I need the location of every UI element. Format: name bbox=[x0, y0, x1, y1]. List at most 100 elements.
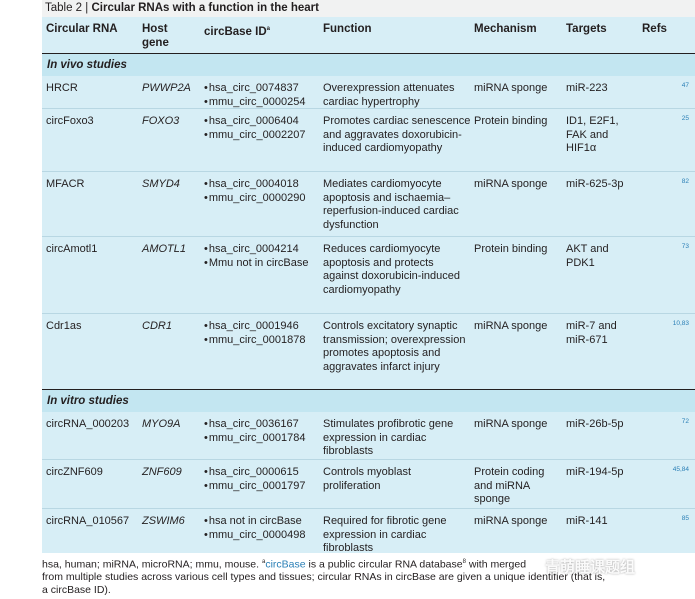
watermark-text: 青萌睡课题组 bbox=[545, 559, 636, 576]
circbase-id-item: mmu_circ_0000498 bbox=[204, 529, 322, 543]
cell-circbase-id: hsa_circ_0006404mmu_circ_0002207 bbox=[204, 115, 322, 142]
circbase-id-item: mmu_circ_0000290 bbox=[204, 192, 322, 206]
cell-function: Mediates cardiomyocyte apoptosis and isc… bbox=[323, 178, 459, 231]
circbase-id-item: hsa_circ_0004018 bbox=[204, 178, 322, 192]
cell-circular-rna: circRNA_010567 bbox=[46, 515, 130, 527]
table-title: Circular RNAs with a function in the hea… bbox=[91, 2, 319, 14]
header-refs: Refs bbox=[642, 23, 667, 35]
cell-function: Promotes cardiac senescence and aggravat… bbox=[323, 115, 471, 154]
footnote-sup-8: 8 bbox=[462, 559, 466, 565]
cell-circular-rna: circFoxo3 bbox=[46, 115, 94, 127]
table-row: MFACR SMYD4 hsa_circ_0004018mmu_circ_000… bbox=[42, 172, 695, 237]
table-caption: Table 2 | Circular RNAs with a function … bbox=[42, 0, 695, 17]
cell-refs[interactable]: 47 bbox=[681, 82, 689, 89]
cell-targets: miR-625-3p bbox=[566, 178, 624, 190]
table-row: Cdr1as CDR1 hsa_circ_0001946mmu_circ_000… bbox=[42, 314, 695, 390]
table-panel: Circular RNA Host gene circBase IDa Func… bbox=[42, 17, 695, 554]
footnote-line2: from multiple studies across various cel… bbox=[42, 571, 606, 584]
cell-mechanism: miRNA sponge bbox=[474, 178, 548, 190]
circbase-id-item: hsa_circ_0004214 bbox=[204, 243, 322, 257]
cell-refs[interactable]: 82 bbox=[681, 178, 689, 185]
cell-circbase-id: hsa_circ_0001946mmu_circ_0001878 bbox=[204, 320, 322, 347]
circbase-id-item: mmu_circ_0002207 bbox=[204, 129, 322, 143]
section-in-vitro: In vitro studies bbox=[42, 390, 695, 412]
footnote-desc: is a public circular RNA database bbox=[305, 558, 463, 571]
table-row: circZNF609 ZNF609 hsa_circ_0000615mmu_ci… bbox=[42, 460, 695, 509]
cell-function: Controls excitatory synaptic transmissio… bbox=[323, 320, 466, 373]
table-row: HRCR PWWP2A hsa_circ_0074837mmu_circ_000… bbox=[42, 76, 695, 109]
cell-refs[interactable]: 10,83 bbox=[672, 320, 689, 327]
table-row: circRNA_010567 ZSWIM6 hsa not in circBas… bbox=[42, 509, 695, 554]
circbase-id-item: Mmu not in circBase bbox=[204, 257, 322, 271]
cell-circbase-id: hsa_circ_0074837mmu_circ_0000254 bbox=[204, 82, 322, 109]
cell-circbase-id: hsa not in circBasemmu_circ_0000498 bbox=[204, 515, 322, 542]
circbase-id-item: mmu_circ_0000254 bbox=[204, 96, 322, 110]
cell-targets: miR-194-5p bbox=[566, 466, 624, 478]
header-circular-rna: Circular RNA bbox=[46, 23, 118, 35]
cell-host-gene: AMOTL1 bbox=[142, 243, 187, 255]
cell-refs[interactable]: 72 bbox=[681, 418, 689, 425]
cell-circbase-id: hsa_circ_0004214Mmu not in circBase bbox=[204, 243, 322, 270]
cell-mechanism: miRNA sponge bbox=[474, 82, 548, 94]
cell-mechanism: Protein binding bbox=[474, 243, 548, 255]
circbase-id-item: hsa_circ_0000615 bbox=[204, 466, 322, 480]
header-mechanism: Mechanism bbox=[474, 23, 537, 35]
cell-circular-rna: circZNF609 bbox=[46, 466, 103, 478]
cell-circular-rna: Cdr1as bbox=[46, 320, 82, 332]
section-in-vivo: In vivo studies bbox=[42, 54, 695, 76]
cell-refs[interactable]: 85 bbox=[681, 515, 689, 522]
cell-circular-rna: MFACR bbox=[46, 178, 85, 190]
circbase-id-item: mmu_circ_0001797 bbox=[204, 480, 322, 494]
cell-host-gene: PWWP2A bbox=[142, 82, 191, 94]
table-row: circAmotl1 AMOTL1 hsa_circ_0004214Mmu no… bbox=[42, 237, 695, 314]
cell-host-gene: SMYD4 bbox=[142, 178, 180, 190]
header-circbase-id-text: circBase ID bbox=[204, 25, 267, 38]
cell-function: Reduces cardiomyocyte apoptosis and prot… bbox=[323, 243, 460, 296]
header-circbase-id-sup: a bbox=[266, 26, 270, 32]
header-targets: Targets bbox=[566, 23, 607, 35]
cell-refs[interactable]: 25 bbox=[681, 115, 689, 122]
circbase-id-item: hsa_circ_0074837 bbox=[204, 82, 322, 96]
cell-circbase-id: hsa_circ_0004018mmu_circ_0000290 bbox=[204, 178, 322, 205]
circbase-link[interactable]: circBase bbox=[265, 558, 306, 571]
table-row: circRNA_000203 MYO9A hsa_circ_0036167mmu… bbox=[42, 412, 695, 460]
cell-function: Required for fibrotic gene expression in… bbox=[323, 515, 447, 554]
cell-host-gene: ZSWIM6 bbox=[142, 515, 185, 527]
circbase-id-item: hsa not in circBase bbox=[204, 515, 322, 529]
header-function: Function bbox=[323, 23, 372, 35]
cell-host-gene: CDR1 bbox=[142, 320, 172, 332]
cell-host-gene: ZNF609 bbox=[142, 466, 182, 478]
cell-function: Stimulates profibrotic gene expression i… bbox=[323, 418, 454, 457]
header-host-gene: Host gene bbox=[142, 23, 169, 49]
table-label: Table 2 | bbox=[45, 2, 92, 14]
table-footnote: hsa, human; miRNA, microRNA; mmu, mouse.… bbox=[42, 556, 692, 597]
cell-circbase-id: hsa_circ_0036167mmu_circ_0001784 bbox=[204, 418, 322, 445]
cell-host-gene: MYO9A bbox=[142, 418, 181, 430]
circbase-id-item: hsa_circ_0001946 bbox=[204, 320, 322, 334]
cell-mechanism: Protein coding and miRNA sponge bbox=[474, 466, 545, 505]
cell-refs[interactable]: 73 bbox=[681, 243, 689, 250]
cell-targets: miR-141 bbox=[566, 515, 608, 527]
header-row: Circular RNA Host gene circBase IDa Func… bbox=[42, 17, 695, 54]
cell-host-gene: FOXO3 bbox=[142, 115, 180, 127]
header-circbase-id: circBase IDa bbox=[204, 22, 322, 39]
circbase-id-item: mmu_circ_0001784 bbox=[204, 432, 322, 446]
cell-targets: miR-7 and miR-671 bbox=[566, 320, 617, 346]
cell-function: Overexpression attenuates cardiac hypert… bbox=[323, 82, 455, 108]
footnote-line3: a circBase ID). bbox=[42, 584, 111, 597]
cell-circbase-id: hsa_circ_0000615mmu_circ_0001797 bbox=[204, 466, 322, 493]
footnote-abbrev: hsa, human; miRNA, microRNA; mmu, mouse. bbox=[42, 558, 262, 571]
circbase-id-item: hsa_circ_0036167 bbox=[204, 418, 322, 432]
table-row: circFoxo3 FOXO3 hsa_circ_0006404mmu_circ… bbox=[42, 109, 695, 172]
cell-circular-rna: circAmotl1 bbox=[46, 243, 98, 255]
cell-targets: AKT and PDK1 bbox=[566, 243, 609, 269]
cell-targets: miR-223 bbox=[566, 82, 608, 94]
circbase-id-item: mmu_circ_0001878 bbox=[204, 334, 322, 348]
footnote-merged: with merged bbox=[465, 558, 527, 571]
cell-refs[interactable]: 45,84 bbox=[672, 466, 689, 473]
cell-mechanism: miRNA sponge bbox=[474, 320, 548, 332]
cell-function: Controls myoblast proliferation bbox=[323, 466, 412, 492]
cell-mechanism: miRNA sponge bbox=[474, 515, 548, 527]
cell-targets: ID1, E2F1, FAK and HIF1α bbox=[566, 115, 619, 154]
